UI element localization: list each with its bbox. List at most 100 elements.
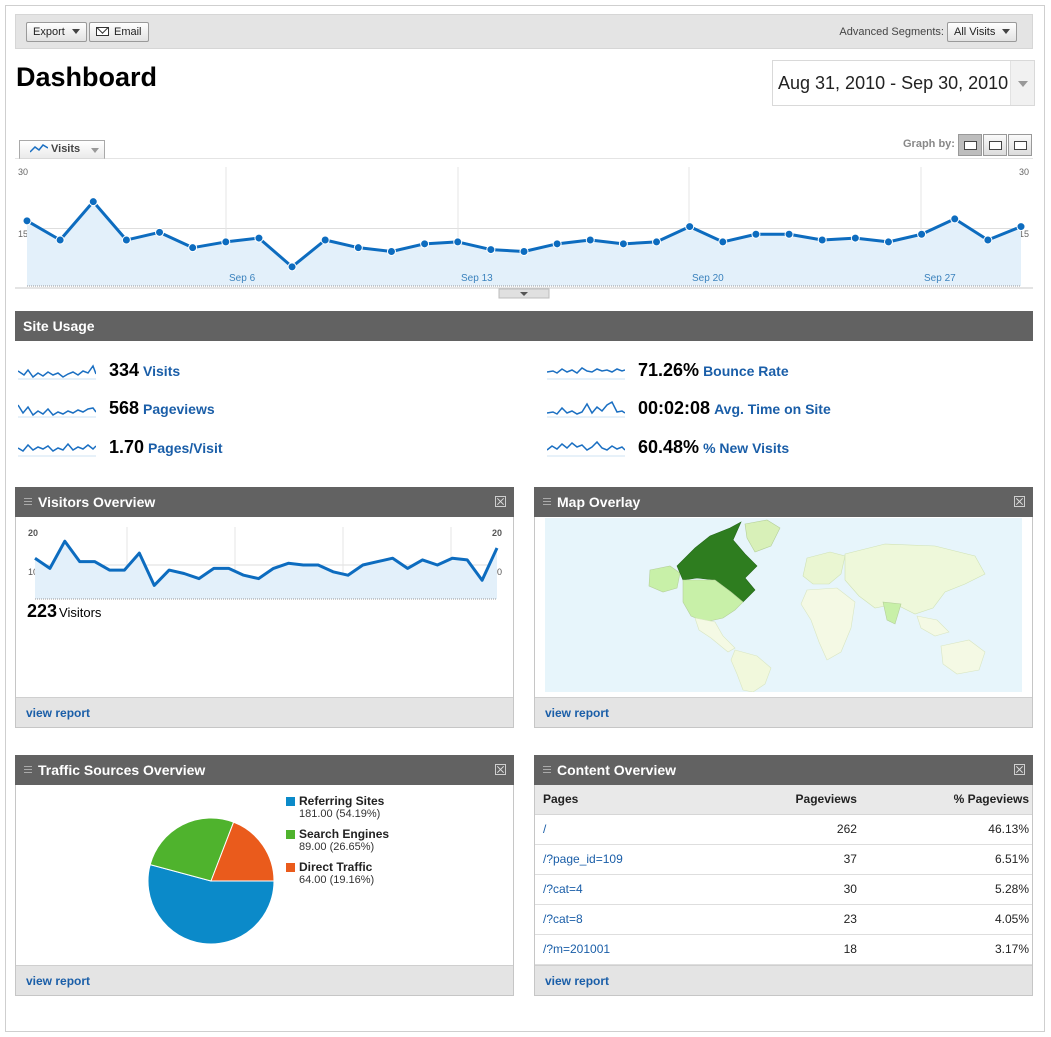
visits-sparkline	[18, 364, 96, 380]
y-axis-mid-left: 15	[18, 229, 28, 239]
date-range-picker[interactable]: Aug 31, 2010 - Sep 30, 2010	[772, 60, 1035, 106]
email-button[interactable]: Email	[89, 22, 149, 42]
content-table: Pages Pageviews % Pageviews / 262 46.13%…	[535, 785, 1032, 965]
africa-region[interactable]	[800, 587, 856, 661]
close-icon[interactable]	[1014, 764, 1025, 775]
graph-by-week-button[interactable]	[983, 134, 1007, 156]
referring-swatch	[286, 797, 295, 806]
close-icon[interactable]	[1014, 496, 1025, 507]
pageviews-cell: 37	[715, 844, 860, 875]
pie-slice-referring	[147, 863, 275, 945]
col-pages[interactable]: Pages	[535, 785, 716, 815]
asia-region[interactable]	[844, 543, 986, 615]
pageviews-link[interactable]: Pageviews	[143, 401, 215, 417]
europe-region[interactable]	[802, 551, 846, 585]
pageviews-cell: 30	[715, 874, 860, 905]
legend-value: 181.00 (54.19%)	[299, 808, 381, 820]
world-map-svg	[648, 519, 986, 692]
data-point	[88, 197, 98, 207]
pages-visit-value: 1.70	[109, 437, 145, 457]
visitors-y-top-left: 20	[28, 528, 38, 538]
new-visits-value: 60.48%	[638, 437, 700, 457]
metric-selector[interactable]: Visits	[19, 140, 105, 159]
pie-slice-search	[149, 817, 235, 882]
south-america-region[interactable]	[730, 649, 772, 692]
avg-time-link[interactable]: Avg. Time on Site	[714, 401, 831, 417]
usa-region[interactable]	[682, 579, 744, 623]
canada-region[interactable]	[676, 521, 758, 603]
x-label-sep-20: Sep 20	[692, 273, 724, 284]
content-view-report-link[interactable]: view report	[545, 974, 610, 988]
drag-handle-icon[interactable]	[543, 766, 551, 775]
data-point	[784, 229, 794, 239]
alaska-region[interactable]	[648, 565, 681, 593]
southeast-asia-region[interactable]	[916, 615, 950, 637]
table-row: /?cat=8 23 4.05%	[535, 904, 1032, 935]
legend-name: Search Engines	[299, 827, 390, 841]
new-visits-link[interactable]: % New Visits	[703, 440, 790, 456]
pages-visit-link[interactable]: Pages/Visit	[148, 440, 223, 456]
data-point	[155, 227, 165, 237]
drag-handle-icon[interactable]	[24, 766, 32, 775]
map-overlay-panel: Map Overlay vi	[534, 487, 1033, 728]
close-icon[interactable]	[495, 764, 506, 775]
drag-handle-icon[interactable]	[24, 498, 32, 507]
series-line	[34, 539, 499, 587]
percent-cell: 4.05%	[859, 904, 1032, 935]
greenland-region[interactable]	[744, 519, 781, 553]
visits-link[interactable]: Visits	[143, 363, 181, 379]
content-overview-title: Content Overview	[557, 762, 677, 778]
page-link[interactable]: /?cat=8	[535, 904, 716, 935]
page-link[interactable]: /?cat=4	[535, 874, 716, 905]
data-point	[1016, 222, 1026, 232]
data-point	[718, 237, 728, 247]
mexico-region[interactable]	[694, 617, 736, 653]
week-icon	[989, 141, 1002, 150]
y-axis-top-left: 30	[18, 167, 28, 177]
dropdown-arrow-icon	[91, 148, 99, 153]
export-button[interactable]: Export	[26, 22, 87, 42]
world-map[interactable]	[545, 518, 1022, 692]
bounce-rate-link[interactable]: Bounce Rate	[703, 363, 789, 379]
data-point	[453, 237, 463, 247]
traffic-view-report-link[interactable]: view report	[26, 974, 91, 988]
pageviews-cell: 262	[715, 814, 860, 845]
content-overview-header: Content Overview	[534, 755, 1033, 785]
data-point	[917, 229, 927, 239]
drag-handle-icon[interactable]	[543, 498, 551, 507]
data-point	[254, 233, 264, 243]
graph-by-day-button[interactable]	[958, 134, 982, 156]
data-point	[585, 235, 595, 245]
data-point	[850, 233, 860, 243]
visitors-view-report-link[interactable]: view report	[26, 706, 91, 720]
data-point	[221, 237, 231, 247]
mail-icon	[96, 27, 109, 36]
pages-visit-sparkline	[18, 442, 96, 457]
legend-item-search[interactable]: Search Engines 89.00 (26.65%)	[286, 827, 426, 853]
page-link[interactable]: /?page_id=109	[535, 844, 716, 875]
segments-dropdown[interactable]: All Visits	[947, 22, 1018, 42]
col-percent-pageviews[interactable]: % Pageviews	[859, 785, 1032, 815]
legend-item-direct[interactable]: Direct Traffic 64.00 (19.16%)	[286, 860, 426, 886]
area-fill	[35, 541, 497, 599]
usage-bounce-rate: 71.26% Bounce Rate	[547, 359, 1027, 389]
new-visits-sparkline	[547, 440, 625, 457]
col-pageviews[interactable]: Pageviews	[715, 785, 860, 815]
day-icon	[964, 141, 977, 150]
legend-item-referring[interactable]: Referring Sites 181.00 (54.19%)	[286, 794, 426, 820]
graph-by-month-button[interactable]	[1008, 134, 1032, 156]
direct-swatch	[286, 863, 295, 872]
map-view-report-link[interactable]: view report	[545, 706, 610, 720]
avg-time-value: 00:02:08	[638, 398, 711, 418]
month-icon	[1014, 141, 1027, 150]
data-point	[552, 239, 562, 249]
usage-pageviews: 568 Pageviews	[18, 397, 498, 427]
legend-name: Direct Traffic	[299, 860, 373, 874]
page-link[interactable]: /?m=201001	[535, 934, 716, 965]
australia-region[interactable]	[940, 639, 986, 675]
date-dropdown-icon[interactable]	[1010, 61, 1034, 105]
india-region[interactable]	[882, 601, 902, 625]
page-link[interactable]: /	[535, 814, 716, 845]
resize-arrow-icon	[520, 292, 528, 296]
close-icon[interactable]	[495, 496, 506, 507]
